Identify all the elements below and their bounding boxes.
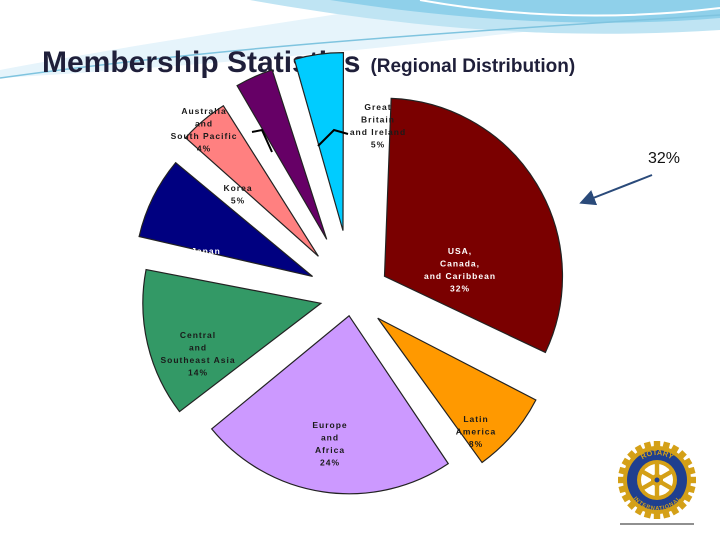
pie-slice <box>138 161 313 278</box>
leader-lines <box>251 128 349 153</box>
slice-label: Japan 8% <box>191 246 221 269</box>
slice-label: Great Britain and Ireland 5% <box>350 102 406 150</box>
pie-slice <box>383 97 564 354</box>
slice-label: Europe and Africa 24% <box>312 420 347 468</box>
pie-slices <box>138 52 564 495</box>
svg-text:ROTARY: ROTARY <box>639 448 675 461</box>
slice-label: Australia and South Pacific 4% <box>171 106 238 154</box>
slice-label: Latin America 8% <box>456 414 497 449</box>
slice-label: USA, Canada, and Caribbean 32% <box>424 246 496 294</box>
pie-slice <box>293 52 345 231</box>
slice-label: Central and Southeast Asia 14% <box>160 330 235 378</box>
slide-subtitle: (Regional Distribution) <box>370 56 576 77</box>
rotary-wheel-icon: ROTARY INTERNATIONAL <box>612 436 702 528</box>
pie-slice <box>377 317 537 464</box>
pie-slice <box>210 314 450 495</box>
pie-labels: USA, Canada, and Caribbean 32% Latin America 8… <box>160 102 497 468</box>
pie-slice <box>142 268 323 413</box>
slice-label: Korea 5% <box>223 183 252 206</box>
footer-text: 2010 Rotary Coordinator Inst <box>268 502 390 513</box>
callout-arrow <box>579 174 653 206</box>
pie-slice <box>184 104 319 257</box>
header-wave-decoration <box>0 0 720 79</box>
callout-percentage: 32% <box>648 150 681 167</box>
logo-top-text: ROTARY <box>639 448 675 461</box>
pie-slice <box>236 69 328 240</box>
